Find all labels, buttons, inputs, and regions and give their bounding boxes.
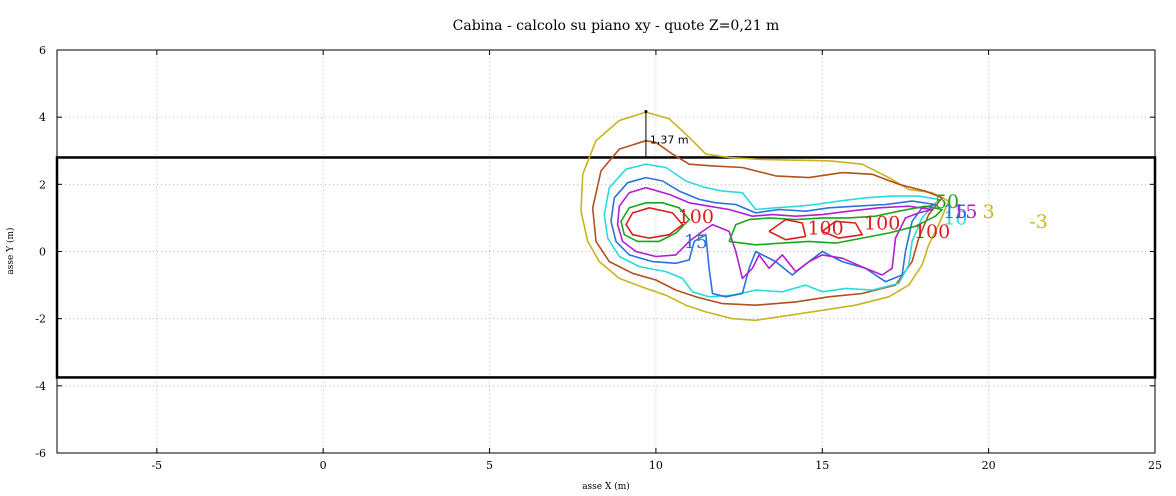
y-tick-label: 4 bbox=[39, 111, 46, 124]
y-tick-label: 0 bbox=[39, 246, 46, 259]
x-tick-label: 0 bbox=[320, 459, 327, 472]
dimension-annotation: 1,37 m bbox=[644, 109, 689, 158]
contour-line-100 bbox=[625, 207, 684, 239]
contour-label-15: 15 bbox=[943, 201, 967, 223]
contour-label-100b: 100 bbox=[807, 218, 843, 240]
contour-label-3b: -3 bbox=[1029, 211, 1048, 233]
y-tick-label: -6 bbox=[35, 447, 46, 460]
x-tick-label: -5 bbox=[151, 459, 162, 472]
x-tick-label: 20 bbox=[982, 459, 996, 472]
contour-label-10: 10 bbox=[943, 208, 967, 230]
contour-line-100c bbox=[821, 220, 864, 239]
y-tick-label: -2 bbox=[35, 313, 46, 326]
dimension-endpoint bbox=[644, 109, 648, 113]
x-tick-label: 15 bbox=[815, 459, 829, 472]
grid bbox=[57, 49, 1156, 454]
contour-line-100b bbox=[768, 218, 807, 241]
contour-line-50 bbox=[620, 202, 691, 243]
contour-label-100: 100 bbox=[678, 206, 714, 228]
contour-label-100d: 100 bbox=[914, 221, 950, 243]
contour-layer bbox=[580, 111, 950, 322]
x-axis-label: asse X (m) bbox=[582, 481, 630, 492]
y-tick-label: -4 bbox=[35, 380, 46, 393]
contour-line-15 bbox=[610, 176, 937, 298]
contour-line-20 bbox=[616, 186, 933, 280]
y-tick-label: 2 bbox=[39, 178, 46, 191]
contour-label-15: 15 bbox=[684, 231, 708, 253]
contour-label-100c: 100 bbox=[864, 213, 900, 235]
x-tick-label: 25 bbox=[1148, 459, 1162, 472]
x-tick-label: 5 bbox=[486, 459, 493, 472]
contour-line-3 bbox=[580, 111, 950, 322]
contour-label-3: 3 bbox=[983, 201, 995, 223]
x-tick-label: 10 bbox=[649, 459, 663, 472]
contour-label-50: 50 bbox=[935, 191, 959, 213]
contour-line-50b bbox=[728, 205, 943, 246]
contour-line-10 bbox=[603, 163, 940, 298]
dimension-label: 1,37 m bbox=[650, 133, 689, 146]
chart-title: Cabina - calcolo su piano xy - quote Z=0… bbox=[453, 18, 780, 34]
contour-label-20: 15 bbox=[953, 201, 977, 223]
y-axis-label: asse Y (m) bbox=[5, 227, 16, 274]
y-tick-label: 6 bbox=[39, 44, 46, 57]
